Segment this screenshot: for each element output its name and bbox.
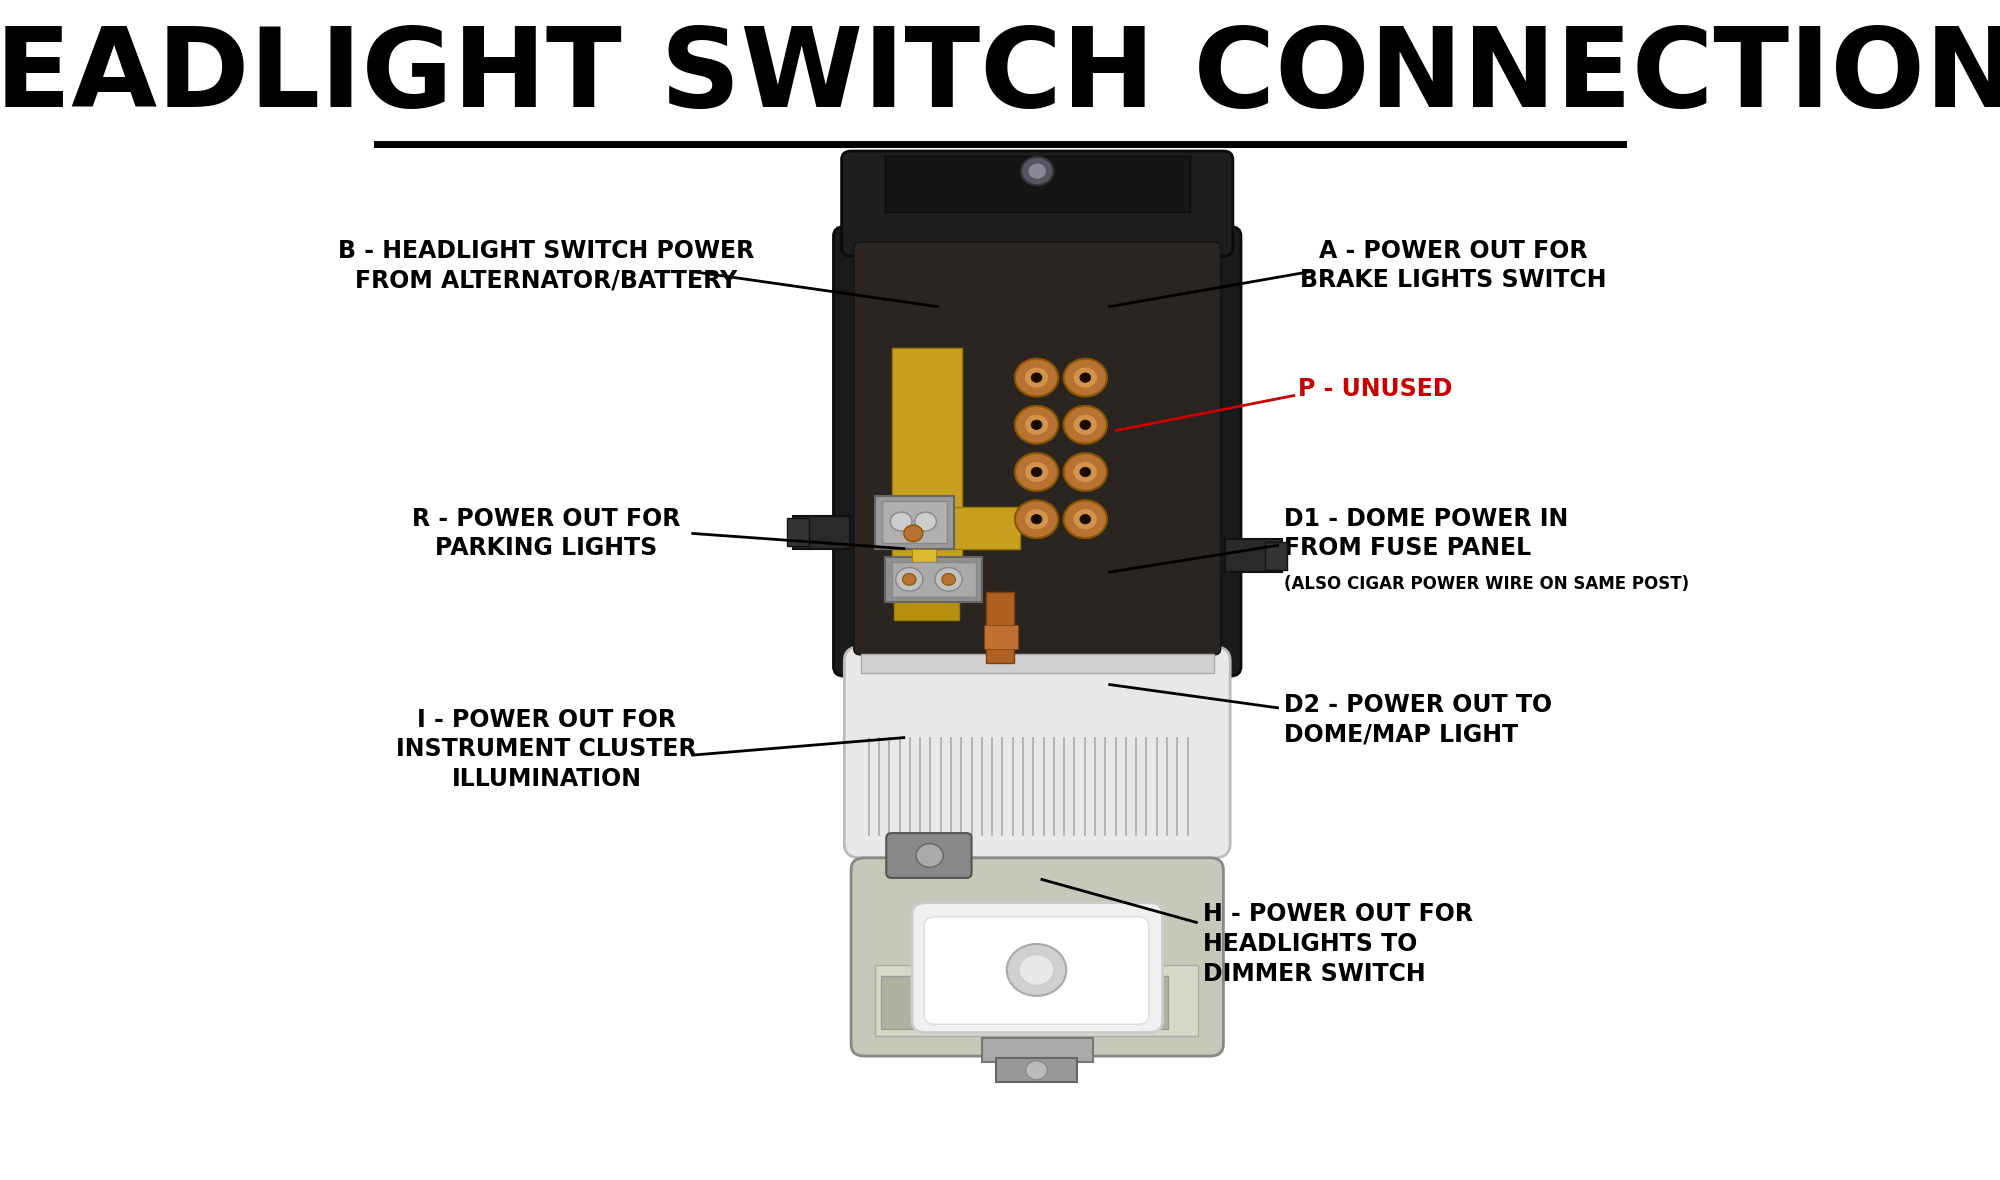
Bar xyxy=(986,592,1014,663)
Circle shape xyxy=(1020,157,1054,185)
Bar xyxy=(1224,539,1282,572)
Circle shape xyxy=(1032,514,1042,524)
Circle shape xyxy=(1074,414,1098,435)
Circle shape xyxy=(1024,367,1048,388)
Circle shape xyxy=(1014,359,1058,396)
Bar xyxy=(792,516,850,549)
Circle shape xyxy=(1074,509,1098,530)
Circle shape xyxy=(1014,453,1058,491)
Circle shape xyxy=(1080,467,1090,477)
FancyBboxPatch shape xyxy=(834,227,1240,676)
Text: H - POWER OUT FOR
HEADLIGHTS TO
DIMMER SWITCH: H - POWER OUT FOR HEADLIGHTS TO DIMMER S… xyxy=(1204,903,1474,985)
Bar xyxy=(876,965,1198,1036)
Bar xyxy=(892,348,962,602)
Bar xyxy=(894,590,960,620)
FancyBboxPatch shape xyxy=(852,858,1224,1056)
Circle shape xyxy=(1080,420,1090,430)
Circle shape xyxy=(1024,414,1048,435)
FancyBboxPatch shape xyxy=(842,151,1232,256)
Circle shape xyxy=(936,568,962,591)
Bar xyxy=(892,507,1020,549)
Text: P - UNUSED: P - UNUSED xyxy=(1298,378,1452,401)
FancyBboxPatch shape xyxy=(912,903,1162,1032)
Bar xyxy=(1266,542,1288,570)
Circle shape xyxy=(1024,509,1048,530)
Circle shape xyxy=(1006,944,1066,996)
Bar xyxy=(996,1058,1078,1082)
Circle shape xyxy=(902,573,916,585)
Circle shape xyxy=(1032,467,1042,477)
Text: B - HEADLIGHT SWITCH POWER
FROM ALTERNATOR/BATTERY: B - HEADLIGHT SWITCH POWER FROM ALTERNAT… xyxy=(338,238,754,293)
Bar xyxy=(788,518,810,546)
FancyBboxPatch shape xyxy=(844,647,1230,858)
Bar xyxy=(882,502,948,543)
Circle shape xyxy=(1064,453,1106,491)
Circle shape xyxy=(942,573,956,585)
FancyBboxPatch shape xyxy=(886,833,972,878)
Text: I - POWER OUT FOR
INSTRUMENT CLUSTER
ILLUMINATION: I - POWER OUT FOR INSTRUMENT CLUSTER ILL… xyxy=(396,708,696,791)
Bar xyxy=(984,625,1018,649)
Circle shape xyxy=(1064,406,1106,444)
FancyBboxPatch shape xyxy=(924,917,1148,1024)
Circle shape xyxy=(1080,514,1090,524)
Bar xyxy=(880,976,1016,1029)
Circle shape xyxy=(1080,373,1090,382)
Text: D2 - POWER OUT TO
DOME/MAP LIGHT: D2 - POWER OUT TO DOME/MAP LIGHT xyxy=(1284,693,1552,747)
Text: D1 - DOME POWER IN
FROM FUSE PANEL: D1 - DOME POWER IN FROM FUSE PANEL xyxy=(1284,506,1568,560)
Text: HEADLIGHT SWITCH CONNECTIONS: HEADLIGHT SWITCH CONNECTIONS xyxy=(0,24,2000,130)
Bar xyxy=(876,496,954,549)
Circle shape xyxy=(1026,1061,1048,1080)
Circle shape xyxy=(1074,367,1098,388)
FancyBboxPatch shape xyxy=(854,242,1220,655)
Text: (ALSO CIGAR POWER WIRE ON SAME POST): (ALSO CIGAR POWER WIRE ON SAME POST) xyxy=(1284,575,1690,594)
Circle shape xyxy=(1064,500,1106,538)
Bar xyxy=(892,562,976,597)
Circle shape xyxy=(1028,163,1046,179)
Circle shape xyxy=(890,512,912,531)
Bar xyxy=(1032,976,1168,1029)
Bar xyxy=(860,654,1214,673)
Circle shape xyxy=(916,844,944,867)
Circle shape xyxy=(896,568,922,591)
Circle shape xyxy=(1024,461,1048,483)
Circle shape xyxy=(914,512,936,531)
Circle shape xyxy=(1014,500,1058,538)
Text: A - POWER OUT FOR
BRAKE LIGHTS SWITCH: A - POWER OUT FOR BRAKE LIGHTS SWITCH xyxy=(1300,238,1606,293)
Text: R - POWER OUT FOR
PARKING LIGHTS: R - POWER OUT FOR PARKING LIGHTS xyxy=(412,506,680,560)
Bar xyxy=(982,1038,1094,1062)
Circle shape xyxy=(1032,420,1042,430)
Circle shape xyxy=(1018,955,1054,985)
Circle shape xyxy=(1032,373,1042,382)
Bar xyxy=(912,549,936,566)
Bar xyxy=(884,557,982,602)
Circle shape xyxy=(1014,406,1058,444)
Bar xyxy=(884,156,1190,212)
Circle shape xyxy=(1064,359,1106,396)
Circle shape xyxy=(1074,461,1098,483)
Circle shape xyxy=(904,525,922,542)
